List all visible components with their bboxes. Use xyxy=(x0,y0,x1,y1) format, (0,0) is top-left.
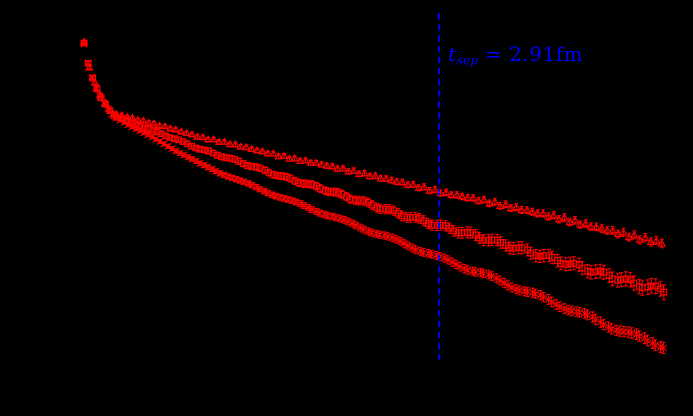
tsep-annotation: tsep = 2.91fm xyxy=(448,42,583,68)
series-triangle-up-markers xyxy=(79,37,667,247)
tsep-subscript: sep xyxy=(456,52,479,68)
series-cross-errorbars xyxy=(82,42,666,354)
tsep-value: = 2.91fm xyxy=(478,42,584,66)
series-square-markers xyxy=(80,39,668,296)
series-square xyxy=(80,39,668,301)
series-cross-markers xyxy=(80,40,668,352)
data-series-layer xyxy=(79,37,668,354)
tsep-variable: t xyxy=(448,42,457,66)
series-square-errorbars xyxy=(82,41,666,301)
series-cross xyxy=(80,40,668,354)
series-triangle-up xyxy=(79,37,667,249)
